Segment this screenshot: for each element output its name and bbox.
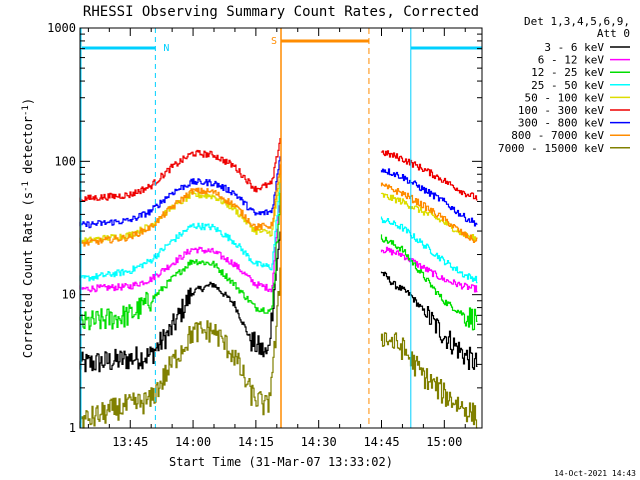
data-layer xyxy=(79,138,478,429)
chart-title: RHESSI Observing Summary Count Rates, Co… xyxy=(83,4,479,20)
x-tick-label: 15:00 xyxy=(426,435,462,449)
y-axis-label: Corrected Count Rate (s-1 detector-1) xyxy=(21,98,35,358)
legend-label-5: 100 - 300 keV xyxy=(518,104,604,117)
series-8-trace-1 xyxy=(380,332,478,429)
legend-label-0: 3 - 6 keV xyxy=(544,41,604,54)
y-label-part-3: ) xyxy=(21,98,35,105)
y-label-part-1: Corrected Count Rate (s xyxy=(21,192,35,358)
x-tick-label: 14:30 xyxy=(301,435,337,449)
saa-label: S xyxy=(271,36,277,47)
y-label-sup-2: -1 xyxy=(21,105,31,116)
series-6-trace-0 xyxy=(79,156,281,229)
y-tick-label: 1000 xyxy=(47,21,76,35)
series-5-trace-0 xyxy=(79,138,281,202)
x-tick-label: 13:45 xyxy=(112,435,148,449)
series-1-trace-1 xyxy=(380,246,478,293)
series-3-trace-1 xyxy=(380,216,478,284)
y-tick-label: 100 xyxy=(54,154,76,168)
timestamp: 14-Oct-2021 14:43 xyxy=(554,469,636,478)
y-label-sup-1: -1 xyxy=(21,181,31,192)
legend-label-1: 6 - 12 keV xyxy=(538,54,605,67)
legend-label-3: 25 - 50 keV xyxy=(531,79,604,92)
series-0-trace-0 xyxy=(79,231,281,373)
annotation-layer: NS xyxy=(80,28,483,428)
plot-frame xyxy=(79,27,483,429)
series-5-trace-1 xyxy=(380,150,478,201)
x-tick-label: 14:45 xyxy=(363,435,399,449)
legend-header-line1: Det 1,3,4,5,6,9, xyxy=(524,15,630,28)
series-1-trace-0 xyxy=(79,189,281,293)
legend-label-6: 300 - 800 keV xyxy=(518,117,604,130)
night-label: N xyxy=(163,43,169,54)
series-7-trace-0 xyxy=(79,164,281,247)
x-tick-label: 14:00 xyxy=(175,435,211,449)
series-6-trace-1 xyxy=(380,168,478,227)
series-2-trace-1 xyxy=(380,234,478,331)
y-tick-label: 1 xyxy=(69,421,76,435)
x-axis-label: Start Time (31-Mar-07 13:33:02) xyxy=(169,455,393,469)
legend-label-7: 800 - 7000 keV xyxy=(511,129,604,142)
axis-layer: 1 10 100 1000 13:45 14:00 14:15 14:30 14:45 15:00 xyxy=(47,21,482,449)
series-3-trace-0 xyxy=(79,179,281,282)
series-2-trace-0 xyxy=(79,183,281,331)
series-8-trace-0 xyxy=(79,267,281,429)
legend-header-line2: Att 0 xyxy=(597,27,630,40)
legend-label-8: 7000 - 15000 keV xyxy=(498,142,604,155)
series-7-trace-1 xyxy=(380,182,478,243)
y-tick-label: 10 xyxy=(62,288,76,302)
legend-label-2: 12 - 25 keV xyxy=(531,66,604,79)
x-tick-label: 14:15 xyxy=(238,435,274,449)
series-0-trace-1 xyxy=(380,271,478,370)
y-label-part-2: detector xyxy=(21,116,35,181)
legend-label-4: 50 - 100 keV xyxy=(525,91,605,104)
